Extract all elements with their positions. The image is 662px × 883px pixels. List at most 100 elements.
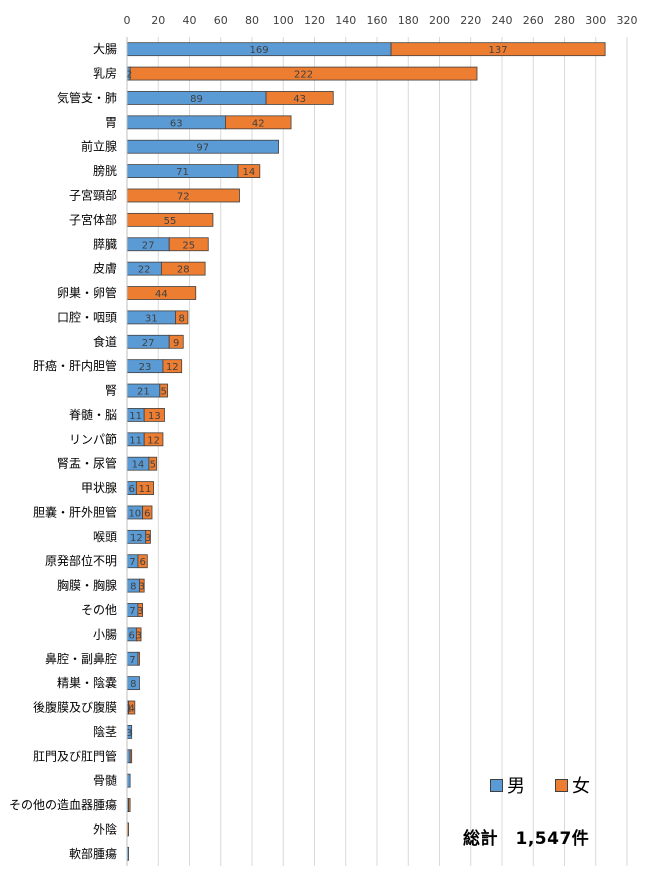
data-label-male: 21 xyxy=(137,387,150,398)
category-label: 陰茎 xyxy=(93,725,117,739)
data-label-male: 27 xyxy=(142,240,155,251)
category-label: 原発部位不明 xyxy=(45,553,117,568)
data-label-female: 25 xyxy=(182,240,195,251)
bar-female xyxy=(162,359,183,374)
x-tick-label: 40 xyxy=(183,14,197,27)
data-label-male: 12 xyxy=(130,533,143,544)
bar-female xyxy=(128,700,136,715)
data-label-female: 137 xyxy=(489,45,508,56)
data-label-male: 7 xyxy=(129,557,135,568)
data-label-male: 97 xyxy=(196,143,209,154)
category-label: その他の造血器腫瘍 xyxy=(9,797,117,812)
data-label-female: 55 xyxy=(164,216,177,227)
x-tick-label: 200 xyxy=(429,14,450,27)
x-tick-label: 140 xyxy=(335,14,356,27)
legend-item-male: 男 xyxy=(490,772,525,798)
category-label: 肝癌・肝内胆管 xyxy=(33,358,117,373)
category-label: 胆嚢・肝外胆管 xyxy=(33,504,117,519)
bar-female xyxy=(137,651,140,666)
data-label-male: 2 xyxy=(126,70,132,81)
x-tick-label: 180 xyxy=(398,14,419,27)
bar-female xyxy=(129,66,478,81)
data-label-male: 8 xyxy=(130,679,136,690)
legend-swatch-female xyxy=(555,778,568,792)
data-label-male: 89 xyxy=(190,94,203,105)
data-label-female: 5 xyxy=(150,460,156,471)
bar-female xyxy=(159,383,169,398)
data-label-male: 169 xyxy=(249,45,268,56)
x-tick-label: 260 xyxy=(523,14,544,27)
category-label: 精巣・陰嚢 xyxy=(57,675,117,690)
data-label-male: 6 xyxy=(129,484,135,495)
category-label: 膵臓 xyxy=(93,237,117,251)
category-label: 脊髄・脳 xyxy=(69,407,117,422)
category-label: 子宮体部 xyxy=(69,212,117,227)
category-label: 前立腺 xyxy=(81,139,117,154)
category-label: 腎盂・尿管 xyxy=(57,456,117,471)
bar-female xyxy=(145,529,151,544)
category-label: 外陰 xyxy=(93,822,117,836)
category-label: 小腸 xyxy=(93,627,117,641)
x-tick-label: 120 xyxy=(304,14,325,27)
bar-female xyxy=(160,261,206,276)
x-axis-ticks: 0 20 40 60 80 100 120 140 160 180 200 220 240 260 280 3… xyxy=(124,14,638,27)
data-label-male: 71 xyxy=(176,167,189,178)
data-label-female: 13 xyxy=(148,411,161,422)
data-label-male: 1 xyxy=(126,704,132,715)
data-label-male: 11 xyxy=(129,411,142,422)
data-label-female: 12 xyxy=(166,362,179,373)
data-label-female: 8 xyxy=(179,313,185,324)
data-label-female: 4 xyxy=(129,704,135,715)
bar-female xyxy=(128,798,131,812)
data-label-male: 31 xyxy=(145,313,158,324)
data-label-male: 7 xyxy=(129,655,135,666)
legend-swatch-male xyxy=(490,778,503,792)
category-label: 胃 xyxy=(105,115,117,129)
x-tick-label: 100 xyxy=(273,14,294,27)
category-label: 食道 xyxy=(93,334,117,349)
category-label: 卵巣・卵管 xyxy=(57,285,117,300)
category-label: 膀胱 xyxy=(93,163,117,178)
data-label-female: 9 xyxy=(173,338,179,349)
gridlines xyxy=(126,37,628,866)
data-label-female: 6 xyxy=(139,557,145,568)
legend-label-female: 女 xyxy=(572,776,590,797)
data-label-male: 7 xyxy=(129,606,135,617)
data-label-female: 14 xyxy=(243,167,256,178)
bar-female xyxy=(129,749,133,764)
data-label-male: 11 xyxy=(129,435,142,446)
category-label: 鼻腔・副鼻腔 xyxy=(45,651,117,666)
category-label: 喉頭 xyxy=(93,530,117,544)
data-label-female: 3 xyxy=(145,533,151,544)
category-labels: 大腸乳房気管支・肺胃前立腺膀胱子宮頸部子宮体部膵臓皮膚卵巣・卵管口腔・咽頭食道肝… xyxy=(9,42,117,861)
bar-female xyxy=(135,627,142,642)
category-label: 乳房 xyxy=(93,66,117,81)
x-tick-label: 0 xyxy=(124,14,131,27)
bar-female xyxy=(143,432,164,447)
data-label-female: 43 xyxy=(293,94,306,105)
data-label-male: 6 xyxy=(129,630,135,641)
bar-female xyxy=(168,334,184,349)
bar-female xyxy=(137,603,144,617)
data-label-female: 3 xyxy=(136,630,142,641)
data-label-female: 222 xyxy=(294,70,313,81)
data-label-female: 42 xyxy=(252,118,265,129)
data-label-male: 27 xyxy=(142,338,155,349)
data-label-female: 12 xyxy=(147,435,160,446)
bar-female xyxy=(139,578,145,593)
data-label-male: 10 xyxy=(128,508,141,519)
data-label-male: 22 xyxy=(138,265,151,276)
x-tick-label: 240 xyxy=(492,14,513,27)
category-label: 軟部腫瘍 xyxy=(69,846,117,861)
bar-female xyxy=(148,456,158,471)
x-tick-label: 320 xyxy=(617,14,638,27)
data-label-male: 14 xyxy=(132,460,145,471)
data-label-male: 63 xyxy=(170,118,183,129)
bar-female xyxy=(265,91,334,105)
x-tick-label: 160 xyxy=(367,14,388,27)
category-label: 気管支・肺 xyxy=(57,90,117,105)
category-label: 後腹膜及び腹膜 xyxy=(33,701,117,715)
bar-female xyxy=(142,505,153,520)
